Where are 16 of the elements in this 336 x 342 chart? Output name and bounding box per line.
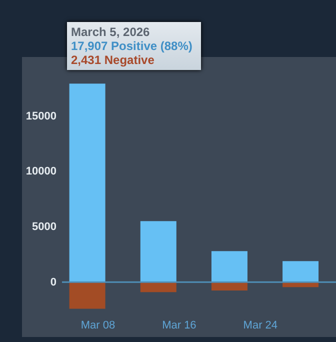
bar	[140, 282, 176, 292]
y-tick-label: 5000	[32, 221, 56, 234]
y-tick-label: 15000	[26, 110, 56, 122]
text: March 5, 2026	[71, 25, 151, 39]
bar	[69, 84, 106, 282]
bar	[140, 221, 176, 282]
x-tick-label: Mar 16	[162, 320, 196, 332]
bar	[211, 251, 248, 282]
y-tick-label: 10000	[26, 166, 56, 178]
x-tick-label: Mar 24	[243, 320, 278, 332]
x-tick-label: Mar 08	[80, 320, 116, 332]
bar	[282, 261, 319, 282]
bar	[69, 282, 106, 309]
annotation: 2,431 Negative	[71, 53, 156, 67]
y-tick-label: 0	[50, 276, 56, 289]
text: 17,907 Positive (88%)	[71, 39, 194, 53]
